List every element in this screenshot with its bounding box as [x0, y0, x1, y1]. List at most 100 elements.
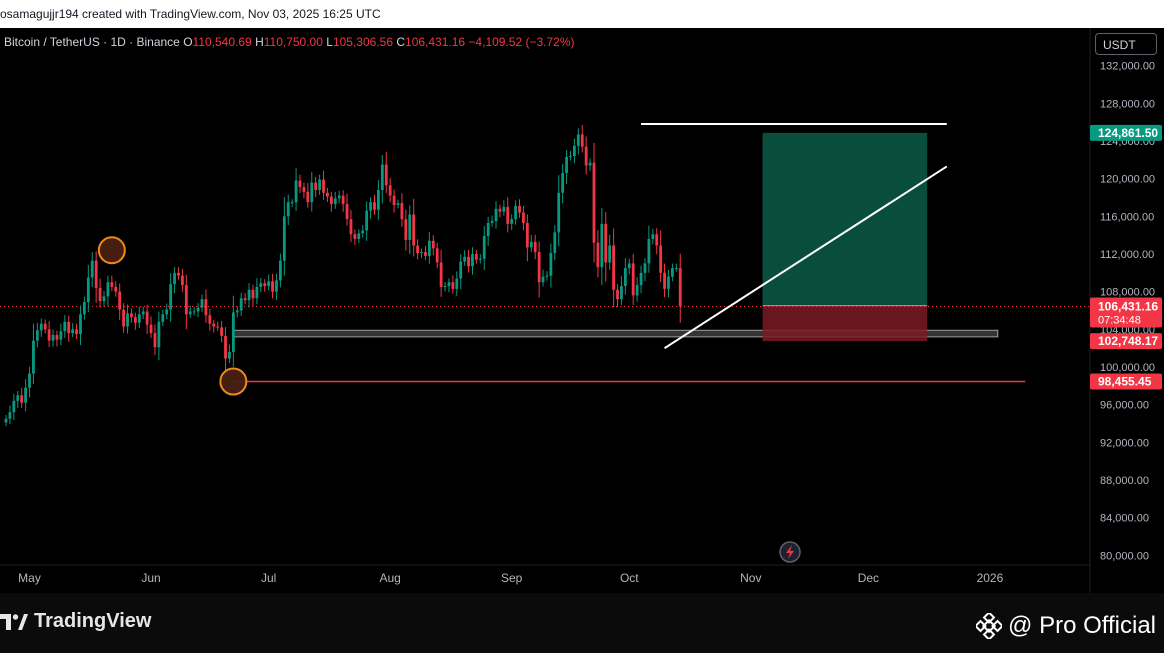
y-tick-label: 100,000.00	[1100, 362, 1155, 374]
candle-body	[220, 327, 223, 336]
stop-price-label-text: 102,748.17	[1098, 334, 1158, 348]
candle-body	[326, 192, 329, 197]
candle	[494, 201, 498, 229]
candle-body	[310, 182, 314, 203]
candle-body	[192, 311, 196, 313]
candle	[196, 303, 200, 318]
candle-body	[651, 234, 655, 239]
support-price-label: 98,455.45	[1090, 373, 1162, 390]
candle	[380, 155, 384, 204]
highlight-circle	[219, 367, 248, 396]
candle-body	[212, 323, 216, 327]
candle-body	[165, 309, 169, 315]
y-tick-label: 92,000.00	[1100, 437, 1149, 449]
candle	[431, 235, 435, 256]
candle-body	[506, 206, 510, 224]
candle-body	[35, 330, 39, 341]
candle-body	[431, 240, 435, 249]
candle	[659, 230, 663, 283]
candle	[98, 278, 102, 308]
candle-body	[537, 252, 541, 283]
candle-body	[55, 334, 59, 340]
highlight-circle	[97, 236, 126, 265]
candle	[671, 263, 674, 282]
candle	[506, 197, 510, 233]
candle	[137, 306, 141, 329]
candle	[522, 205, 525, 231]
candle-body	[525, 222, 529, 248]
stop-price-label: 102,748.17	[1090, 333, 1162, 350]
candle-body	[181, 275, 184, 286]
candle	[400, 193, 404, 227]
candle-body	[224, 335, 227, 359]
candle	[188, 305, 192, 318]
candle-body	[620, 286, 623, 300]
candle-body	[333, 198, 337, 205]
candle-body	[643, 263, 647, 273]
candle-body	[388, 185, 392, 196]
candle	[420, 248, 423, 259]
candle	[322, 170, 325, 200]
candle	[612, 228, 615, 307]
watermark: @ Pro Official	[976, 612, 1156, 640]
candle	[655, 228, 659, 255]
candle	[228, 344, 231, 364]
x-tick-label: Jul	[261, 571, 276, 585]
price-chart[interactable]: 132,000.00128,000.00124,000.00120,000.00…	[0, 0, 1164, 593]
candle	[651, 228, 655, 245]
x-tick-label: 2026	[977, 571, 1004, 585]
candle	[220, 320, 223, 343]
candle-body	[98, 287, 102, 302]
candle-body	[173, 272, 176, 285]
candle	[596, 230, 600, 278]
candle-body	[177, 272, 180, 276]
target-price-label: 124,861.50	[1090, 124, 1162, 141]
candle	[388, 177, 392, 203]
candle	[584, 136, 588, 175]
candle-body	[208, 315, 212, 324]
candle-body	[631, 263, 635, 296]
candle-body	[412, 214, 416, 246]
candle-body	[608, 245, 612, 263]
candle	[290, 199, 294, 208]
candle-body	[498, 208, 502, 212]
tradingview-logo-text: TradingView	[34, 610, 152, 632]
candle-body	[204, 299, 208, 316]
candle	[251, 284, 255, 307]
candle	[32, 323, 35, 385]
candle-body	[384, 164, 388, 186]
candle-body	[302, 187, 306, 192]
candle	[28, 366, 31, 398]
candle	[663, 263, 666, 298]
candle-body	[47, 329, 51, 341]
low-value: 105,306.56	[332, 35, 393, 49]
candle	[427, 231, 431, 264]
candle-body	[43, 323, 47, 330]
candle	[326, 187, 329, 202]
candle	[141, 306, 145, 320]
candle-body	[596, 242, 600, 268]
candle-body	[149, 324, 153, 334]
candle	[35, 322, 39, 348]
candle	[635, 277, 639, 302]
high-label: H	[255, 35, 264, 49]
candle	[639, 265, 643, 294]
candle-body	[51, 334, 55, 341]
candle	[212, 319, 216, 333]
candle-body	[494, 208, 498, 222]
candle-body	[592, 162, 596, 243]
candle	[475, 249, 478, 264]
currency-selector[interactable]: USDT	[1095, 33, 1157, 55]
target-price-label-text: 124,861.50	[1098, 126, 1158, 140]
candle-body	[369, 202, 372, 211]
candle-body	[569, 156, 572, 158]
candle	[71, 323, 75, 338]
candle-body	[443, 286, 447, 288]
tradingview-logo[interactable]: TradingView	[0, 610, 151, 633]
candle	[51, 329, 55, 347]
candle	[353, 229, 357, 245]
candle	[208, 309, 212, 331]
candle-body	[255, 286, 259, 299]
y-tick-label: 132,000.00	[1100, 61, 1155, 73]
candle	[678, 253, 682, 323]
